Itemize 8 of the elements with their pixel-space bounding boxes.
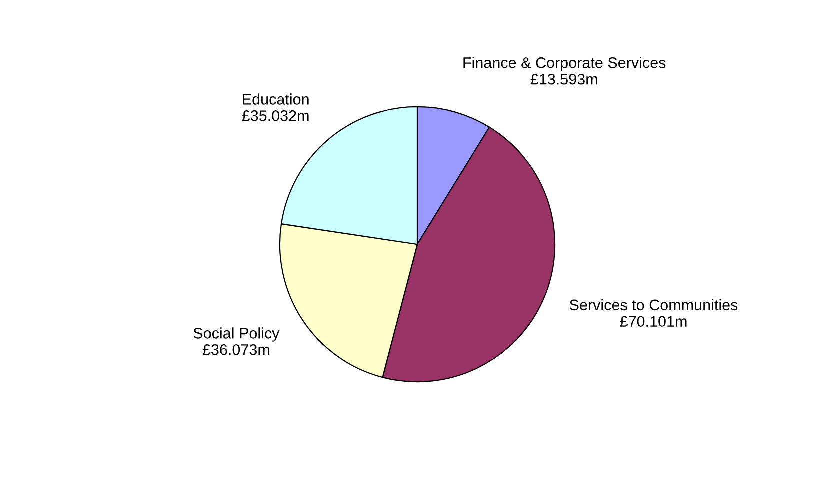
data-label: £35.032m <box>242 110 309 122</box>
data-label: £70.101m <box>620 316 687 328</box>
data-label: £13.593m <box>530 74 598 85</box>
slice-label: Finance & Corporate Services <box>464 57 666 72</box>
slice-label: Education <box>243 94 309 105</box>
data-label: £36.073m <box>202 344 270 356</box>
slice-label: Social Policy <box>194 328 280 342</box>
slice-label: Services to Communities <box>570 299 738 311</box>
